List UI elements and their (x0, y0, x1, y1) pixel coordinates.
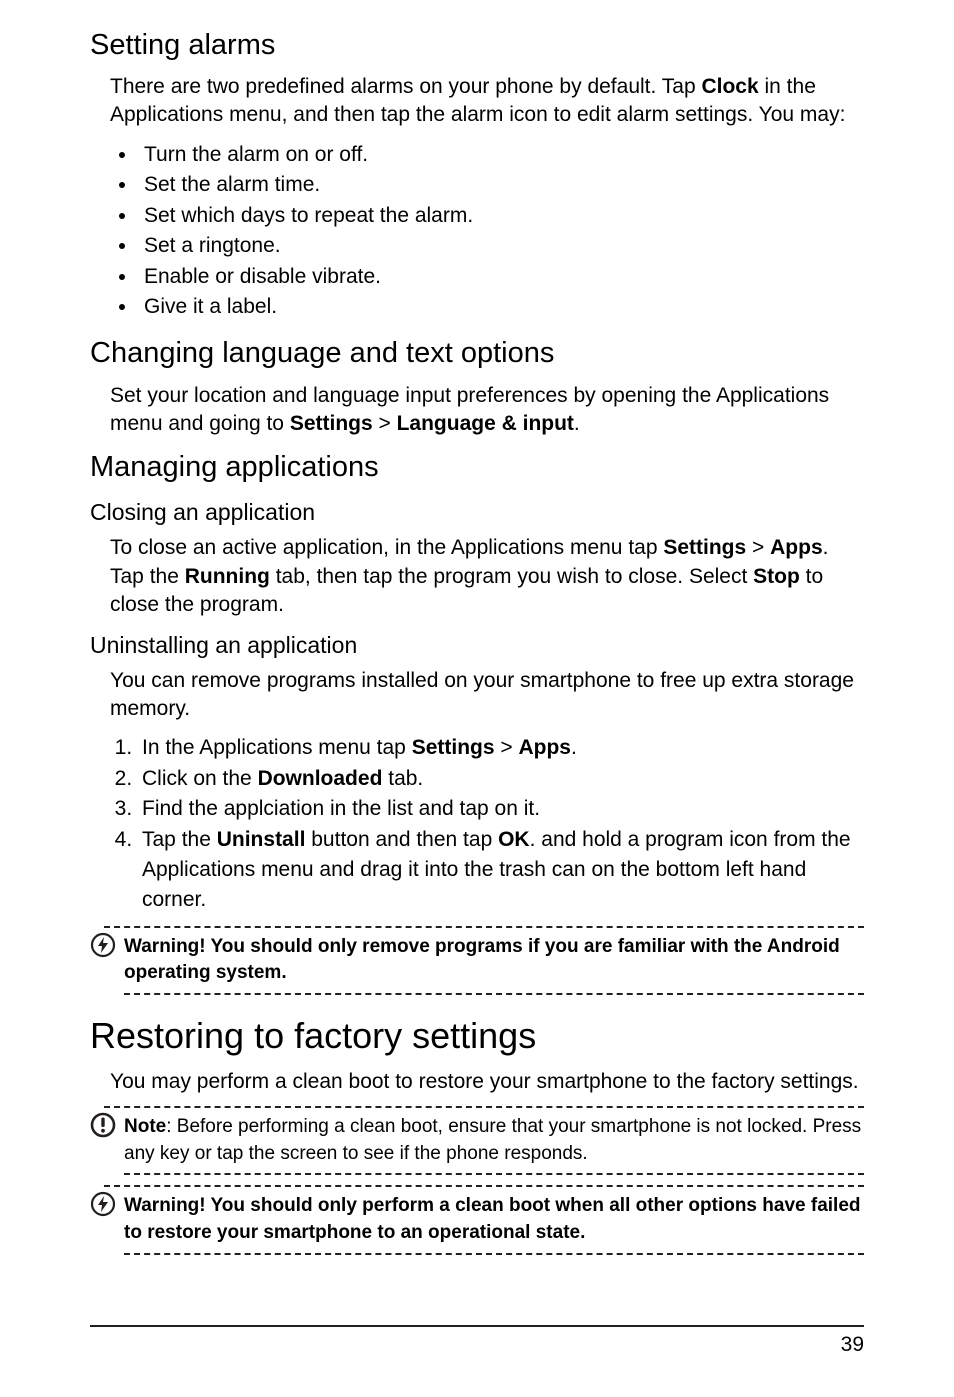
text-bold-settings: Settings (290, 412, 373, 435)
text: > (746, 536, 770, 559)
dashed-rule (124, 1173, 864, 1175)
text-bold-running: Running (185, 565, 270, 588)
text: Tap the (142, 828, 217, 851)
text: button and then tap (305, 828, 498, 851)
text: > (373, 412, 397, 435)
text-bold-settings: Settings (663, 536, 746, 559)
heading-managing-applications: Managing applications (90, 448, 864, 487)
heading-closing-application: Closing an application (90, 497, 864, 528)
dashed-rule (104, 1106, 864, 1108)
text: There are two predefined alarms on your … (110, 75, 701, 98)
warning-text: Warning! You should only perform a clean… (124, 1193, 864, 1246)
list-item: Enable or disable vibrate. (138, 262, 864, 292)
list-item: In the Applications menu tap Settings > … (138, 733, 864, 763)
text-bold-settings: Settings (412, 736, 495, 759)
text-bold-clock: Clock (701, 75, 758, 98)
text-bold-apps: Apps (518, 736, 571, 759)
text-bold-note: Note (124, 1116, 166, 1137)
uninstalling-steps: In the Applications menu tap Settings > … (110, 733, 864, 916)
setting-alarms-bullets: Turn the alarm on or off. Set the alarm … (110, 140, 864, 323)
heading-uninstalling-application: Uninstalling an application (90, 630, 864, 661)
list-item: Give it a label. (138, 292, 864, 322)
dashed-rule (124, 1253, 864, 1255)
text-bold-uninstall: Uninstall (217, 828, 306, 851)
list-item: Set the alarm time. (138, 170, 864, 200)
dashed-rule (104, 926, 864, 928)
dashed-rule (124, 993, 864, 995)
warning-callout-clean-boot: Warning! You should only perform a clean… (90, 1185, 864, 1254)
footer-rule (90, 1325, 864, 1327)
list-item: Turn the alarm on or off. (138, 140, 864, 170)
lightning-icon (90, 932, 116, 963)
dashed-rule (104, 1185, 864, 1187)
heading-changing-language: Changing language and text options (90, 334, 864, 373)
heading-setting-alarms: Setting alarms (90, 26, 864, 65)
text-bold-downloaded: Downloaded (258, 767, 383, 790)
lightning-icon (90, 1191, 116, 1222)
list-item: Tap the Uninstall button and then tap OK… (138, 825, 864, 916)
warning-callout-remove-programs: Warning! You should only remove programs… (90, 926, 864, 995)
text-bold-language-input: Language & input (397, 412, 574, 435)
list-item: Set a ringtone. (138, 231, 864, 261)
text: > (495, 736, 519, 759)
list-item: Click on the Downloaded tab. (138, 764, 864, 794)
text: . (571, 736, 577, 759)
list-item: Set which days to repeat the alarm. (138, 201, 864, 231)
closing-application-text: To close an active application, in the A… (110, 534, 864, 619)
text: To close an active application, in the A… (110, 536, 663, 559)
exclamation-icon (90, 1112, 116, 1143)
text: : Before performing a clean boot, ensure… (124, 1116, 861, 1164)
setting-alarms-intro: There are two predefined alarms on your … (110, 73, 864, 130)
text-bold-apps: Apps (770, 536, 823, 559)
text: tab. (382, 767, 423, 790)
text-bold-stop: Stop (753, 565, 800, 588)
note-text: Note: Before performing a clean boot, en… (124, 1114, 864, 1167)
text: tab, then tap the program you wish to cl… (270, 565, 753, 588)
heading-restoring-factory: Restoring to factory settings (90, 1013, 864, 1060)
text: . (574, 412, 580, 435)
page-number: 39 (90, 1333, 864, 1357)
text-bold-ok: OK (498, 828, 530, 851)
restoring-text: You may perform a clean boot to restore … (110, 1068, 864, 1096)
text: Click on the (142, 767, 258, 790)
note-callout-clean-boot: Note: Before performing a clean boot, en… (90, 1106, 864, 1175)
list-item: Find the applciation in the list and tap… (138, 794, 864, 824)
changing-language-text: Set your location and language input pre… (110, 382, 864, 439)
uninstalling-text: You can remove programs installed on you… (110, 667, 864, 724)
text: In the Applications menu tap (142, 736, 412, 759)
warning-text: Warning! You should only remove programs… (124, 934, 864, 987)
